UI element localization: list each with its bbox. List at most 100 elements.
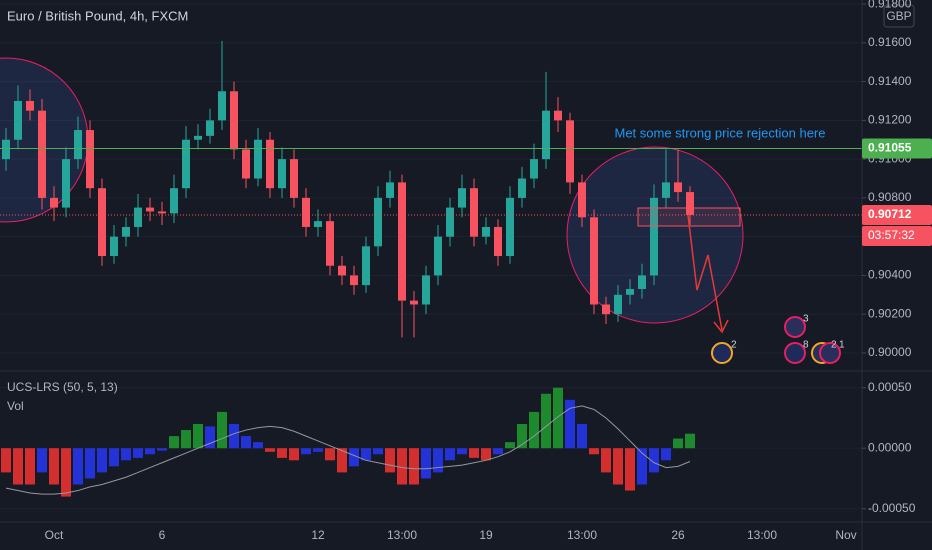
y-tick-label: 0.90400 [868, 268, 912, 282]
histogram-bar [493, 448, 503, 455]
candle-body [254, 139, 262, 179]
histogram-bar [469, 448, 479, 458]
candle-body [50, 197, 58, 208]
candle-body [170, 188, 178, 214]
candle-body [470, 188, 478, 237]
candle-body [110, 236, 118, 257]
currency: GBP [886, 9, 911, 23]
histogram-bar [37, 448, 47, 473]
candle-body [38, 110, 46, 198]
candle-body [326, 221, 334, 266]
histogram-bar [205, 426, 215, 449]
histogram-bar [625, 448, 635, 491]
histogram-bar [577, 424, 587, 449]
currency-box[interactable] [883, 4, 915, 28]
candle-body [2, 139, 10, 160]
histogram-bar [157, 448, 167, 451]
price-label: 0.91055 [868, 141, 912, 155]
histogram-bar [253, 442, 263, 449]
candle-body [614, 294, 622, 315]
histogram-bar [601, 448, 611, 473]
y-tick-label: 0.00000 [868, 440, 912, 454]
histogram-bar [169, 436, 179, 449]
y-tick-label: 0.91400 [868, 74, 912, 88]
histogram-bar [529, 411, 539, 449]
candle-body [302, 197, 310, 227]
indicator-title: UCS-LRS (50, 5, 13) [7, 380, 118, 394]
histogram-bar [13, 448, 23, 485]
histogram-bar [589, 448, 599, 455]
y-tick-label: 0.90000 [868, 345, 912, 359]
candle-body [578, 182, 586, 218]
arrow [687, 214, 723, 331]
histogram-bar [457, 448, 467, 455]
histogram-bar [121, 448, 131, 461]
histogram-bar [649, 448, 659, 473]
histogram-bar [1, 448, 11, 473]
candle-body [98, 188, 106, 257]
x-tick-label: 6 [159, 528, 166, 542]
arrow-head [713, 319, 729, 334]
countdown-box [862, 225, 932, 246]
candle-body [446, 207, 454, 237]
histogram-bar [217, 411, 227, 449]
candle-body [350, 275, 358, 286]
candle-body [290, 159, 298, 198]
histogram-bar [421, 448, 431, 479]
event-icon[interactable] [711, 342, 733, 364]
event-icons: 2 3 8 2 1 [711, 314, 845, 364]
candle-body [134, 207, 142, 227]
candle-body [146, 207, 154, 212]
candle-body [266, 139, 274, 189]
histogram-bar [229, 424, 239, 449]
y-tick-label: 0.91200 [868, 113, 912, 127]
histogram-bar [73, 448, 83, 485]
candle-body [26, 100, 34, 111]
histogram-bar [145, 448, 155, 455]
histogram-bar [193, 424, 203, 449]
histogram-bar [241, 436, 251, 449]
histogram-bar [373, 448, 383, 455]
histogram-bar [61, 448, 71, 497]
candle-body [230, 91, 238, 150]
candle-body [218, 91, 226, 121]
candle-body [566, 120, 574, 183]
candle-body [494, 226, 502, 257]
volume-label: Vol [7, 399, 24, 413]
y-tick-label: -0.00050 [868, 501, 916, 515]
histogram-bar [301, 448, 311, 455]
event-icon[interactable] [784, 316, 806, 338]
candle-body [194, 135, 202, 140]
y-tick-label: 0.91800 [868, 0, 912, 10]
event-icon[interactable] [819, 342, 841, 364]
candle-body [74, 130, 82, 160]
candle-body [530, 159, 538, 179]
x-tick-label: 12 [311, 528, 325, 542]
event-count: 3 [803, 314, 809, 325]
candle-body [398, 182, 406, 301]
annotation: Met some strong price rejection here [615, 125, 826, 140]
candle-body [338, 265, 346, 276]
marks-layer [0, 40, 862, 497]
y-tick-label: 0.90800 [868, 190, 912, 204]
x-tick-label: Oct [45, 528, 64, 542]
candle-body [14, 100, 22, 140]
histogram-bar [337, 448, 347, 473]
histogram-bar [673, 438, 683, 449]
candle-body [590, 217, 598, 305]
candle-body [434, 236, 442, 276]
histogram-bar [565, 399, 575, 449]
histogram-bar [25, 448, 35, 485]
candle-body [182, 139, 190, 189]
histogram-bar [613, 448, 623, 485]
candle-body [518, 178, 526, 198]
event-count: 2 [831, 340, 837, 351]
histogram-bar [541, 393, 551, 449]
candle-body [374, 197, 382, 247]
y-tick-label: 0.90200 [868, 306, 912, 320]
candle-body [482, 226, 490, 237]
event-icon[interactable] [784, 342, 806, 364]
event-count: 8 [803, 340, 809, 351]
histogram-bar [661, 448, 671, 461]
x-tick-label: 19 [479, 528, 493, 542]
